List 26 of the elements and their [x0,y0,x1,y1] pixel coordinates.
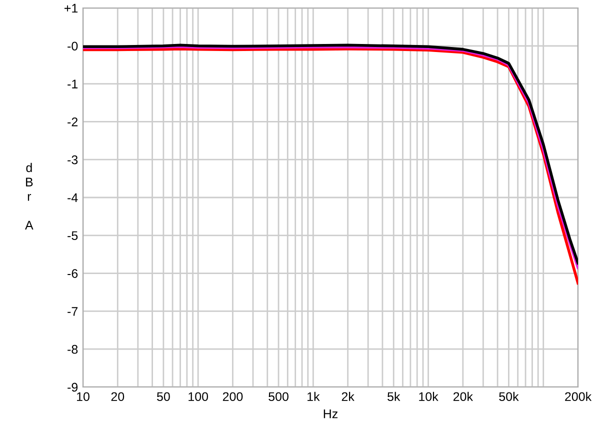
x-tick-label: 50 [156,392,170,402]
text: dBr A [25,162,34,230]
y-tick-label: -9 [68,382,78,392]
x-tick-label: 1k [308,392,320,401]
x-tick-label: 200 [222,392,243,402]
y-tick-label: -3 [68,155,78,164]
y-tick-label: -6 [68,269,78,278]
x-tick-label: 50k [499,392,519,402]
x-tick-label: 20 [111,392,124,402]
x-axis-title: Hz [324,410,338,418]
x-tick-label: 10k [419,392,438,402]
y-tick-label: -4 [68,193,78,202]
x-tick-label: 5k [388,392,400,402]
x-tick-label: 200k [565,392,592,402]
x-tick-label: 20k [453,392,474,402]
y-tick-label: -2 [68,118,78,126]
y-tick-label: -7 [68,307,78,316]
x-tick-label: 2k [342,392,354,401]
y-tick-label: -5 [68,231,78,240]
y-tick-label: -8 [68,344,78,354]
y-tick-label: +1 [64,4,78,13]
x-tick-label: 500 [268,392,288,402]
y-tick-label: -1 [68,80,78,88]
x-tick-label: 10 [77,392,90,402]
x-tick-label: 100 [188,392,208,402]
y-tick-label: -0 [68,42,78,51]
